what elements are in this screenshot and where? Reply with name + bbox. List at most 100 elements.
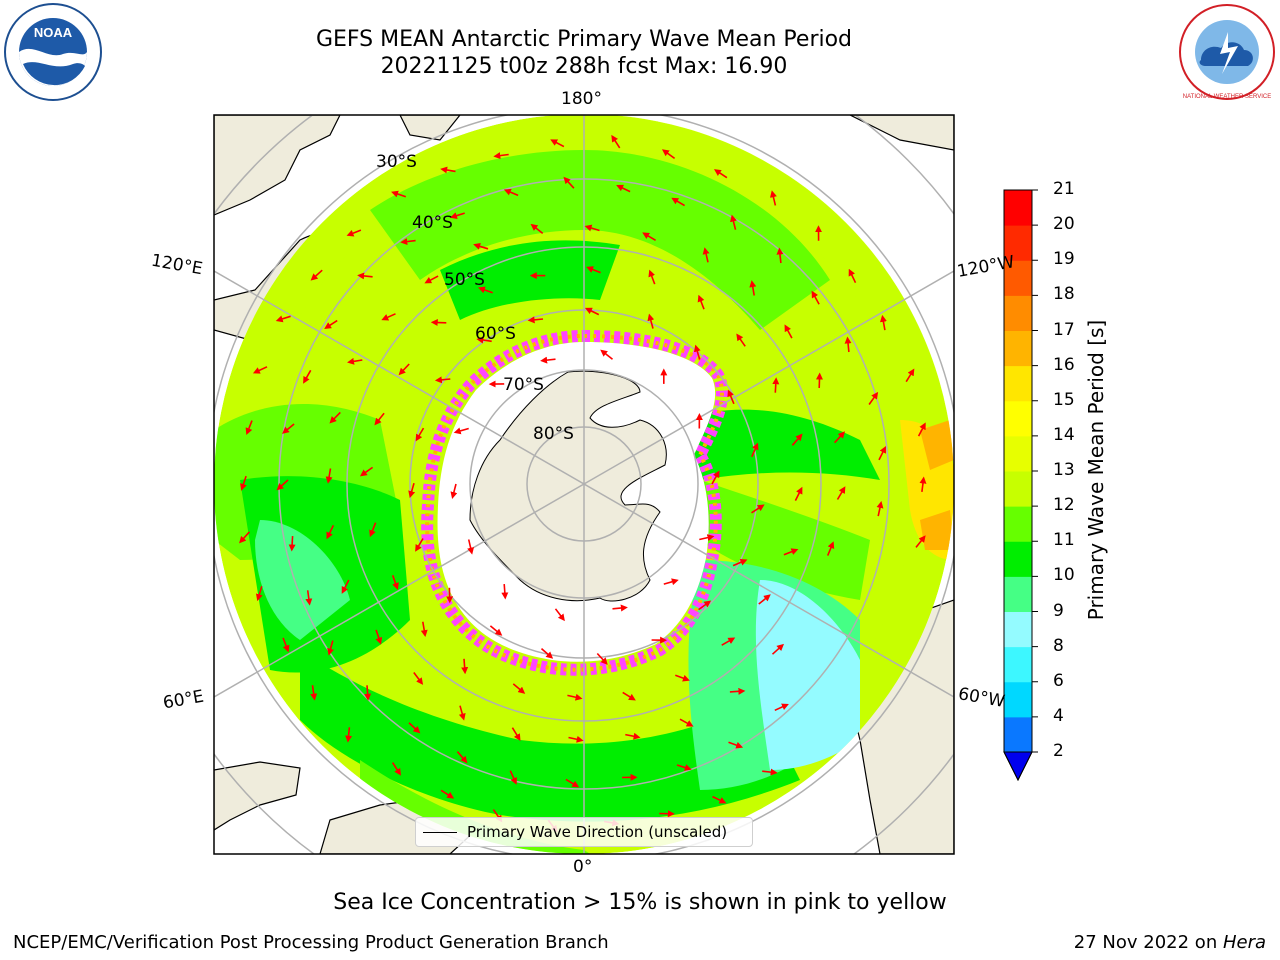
colorbar-segment — [1004, 506, 1032, 542]
lat-label-40s: 40°S — [412, 213, 453, 233]
wave-direction-arrow — [511, 727, 521, 741]
wave-direction-arrow — [493, 152, 509, 160]
colorbar-extend-triangle — [1003, 751, 1033, 782]
lat-label-60s: 60°S — [475, 324, 516, 344]
colorbar-segment — [1004, 225, 1032, 261]
noaa-logo: NOAA — [4, 3, 102, 101]
lat-label-80s: 80°S — [533, 424, 574, 444]
wave-direction-arrow — [844, 336, 852, 353]
wave-direction-arrow — [758, 594, 771, 605]
wave-direction-arrow — [879, 314, 887, 331]
colorbar — [1003, 189, 1038, 782]
wave-direction-arrow — [676, 764, 692, 771]
wave-direction-arrow — [783, 548, 799, 556]
colorbar-tick-label: 10 — [1053, 565, 1075, 586]
wave-direction-arrow — [919, 476, 927, 493]
colorbar-segment — [1004, 716, 1032, 753]
wave-direction-arrow — [415, 538, 424, 552]
wave-direction-arrow — [905, 368, 915, 383]
colorbar-segment — [1004, 646, 1032, 683]
wave-direction-arrow — [461, 658, 469, 675]
wave-direction-arrow — [728, 741, 744, 749]
wave-direction-arrow — [834, 431, 846, 444]
wave-direction-arrow — [275, 315, 291, 323]
wave-direction-arrow — [440, 789, 455, 799]
colorbar-tick-label: 9 — [1053, 600, 1064, 621]
wave-direction-arrow — [305, 590, 313, 606]
wave-direction-arrow — [408, 482, 416, 499]
wave-direction-arrow — [391, 575, 399, 590]
wave-direction-arrow — [736, 333, 746, 347]
wave-direction-arrow — [730, 214, 737, 230]
colorbar-tick-label: 21 — [1053, 179, 1075, 199]
wave-direction-arrow — [616, 184, 631, 193]
colorbar-tick-label: 20 — [1053, 214, 1075, 235]
lat-label-70s: 70°S — [503, 375, 544, 395]
wave-direction-arrow — [530, 223, 544, 235]
wave-direction-arrow — [772, 377, 780, 393]
wave-direction-arrow — [732, 559, 748, 567]
colorbar-segment — [1004, 576, 1032, 612]
wave-direction-arrow — [324, 319, 338, 329]
colorbar-tick-label: 4 — [1053, 705, 1064, 726]
wave-direction-arrow — [554, 608, 565, 622]
chart-subtitle: 20221125 t00z 288h fcst Max: 16.90 — [380, 54, 788, 79]
colorbar-segment — [1004, 260, 1032, 296]
lat-label-30s: 30°S — [376, 152, 417, 172]
wave-direction-arrow — [770, 190, 777, 206]
wave-direction-arrow — [762, 768, 778, 776]
wave-direction-arrow — [567, 693, 583, 701]
antarctica-land — [469, 370, 667, 602]
colorbar-tick-label: 6 — [1053, 670, 1064, 691]
wave-direction-arrow — [255, 586, 263, 602]
wave-direction-arrow — [456, 751, 468, 764]
colorbar-tick-label: 19 — [1053, 249, 1075, 270]
wave-direction-arrow — [878, 445, 886, 461]
wave-direction-arrows — [239, 134, 927, 833]
wave-direction-arrow — [712, 795, 727, 804]
wave-direction-arrow — [836, 486, 846, 500]
wave-direction-arrow — [711, 470, 720, 485]
wave-direction-arrow — [586, 266, 601, 274]
colorbar-tick-label: 2 — [1053, 741, 1064, 761]
lon-label-180: 180° — [561, 89, 602, 109]
footer-credit: NCEP/EMC/Verification Post Processing Pr… — [13, 932, 609, 953]
wave-direction-arrow — [811, 290, 820, 305]
wave-direction-arrow — [282, 423, 295, 434]
wave-direction-arrow — [424, 275, 439, 284]
colorbar-tick-label: 16 — [1053, 354, 1075, 375]
wave-direction-arrow — [310, 269, 323, 281]
wave-direction-arrow — [276, 479, 289, 491]
wave-direction-arrow — [489, 625, 503, 636]
lat-label-50s: 50°S — [444, 270, 485, 290]
wave-direction-arrow — [341, 579, 350, 594]
wave-direction-arrow — [357, 272, 373, 280]
wave-direction-arrow — [458, 705, 466, 721]
wave-direction-arrow — [751, 442, 759, 458]
colorbar-tick-label: 14 — [1053, 424, 1075, 445]
colorbar-segment — [1004, 541, 1032, 577]
wave-direction-arrow — [600, 349, 613, 360]
wave-direction-arrow — [364, 685, 372, 701]
wave-direction-arrow — [303, 369, 312, 384]
wave-direction-arrow — [584, 224, 600, 232]
wave-direction-arrow — [374, 412, 385, 426]
legend-line-swatch — [423, 831, 457, 833]
wave-direction-arrow — [868, 391, 879, 405]
wave-direction-arrow — [675, 674, 690, 682]
wave-direction-arrow — [661, 149, 676, 160]
colorbar-tick-label: 11 — [1053, 530, 1075, 551]
wave-direction-arrow — [584, 307, 600, 316]
wave-direction-arrow — [450, 483, 458, 499]
colorbar-tick-label: 8 — [1053, 635, 1064, 656]
colorbar-tick-label: 12 — [1053, 495, 1075, 516]
wave-direction-arrow — [647, 313, 655, 329]
wave-direction-arrow — [329, 411, 341, 424]
colorbar-tick-label: 18 — [1053, 284, 1075, 305]
wave-direction-arrow — [721, 637, 736, 646]
wave-direction-arrow — [540, 647, 554, 659]
colorbar-segment — [1004, 471, 1032, 507]
wave-direction-arrow — [749, 280, 757, 296]
wave-direction-arrow — [325, 468, 333, 484]
